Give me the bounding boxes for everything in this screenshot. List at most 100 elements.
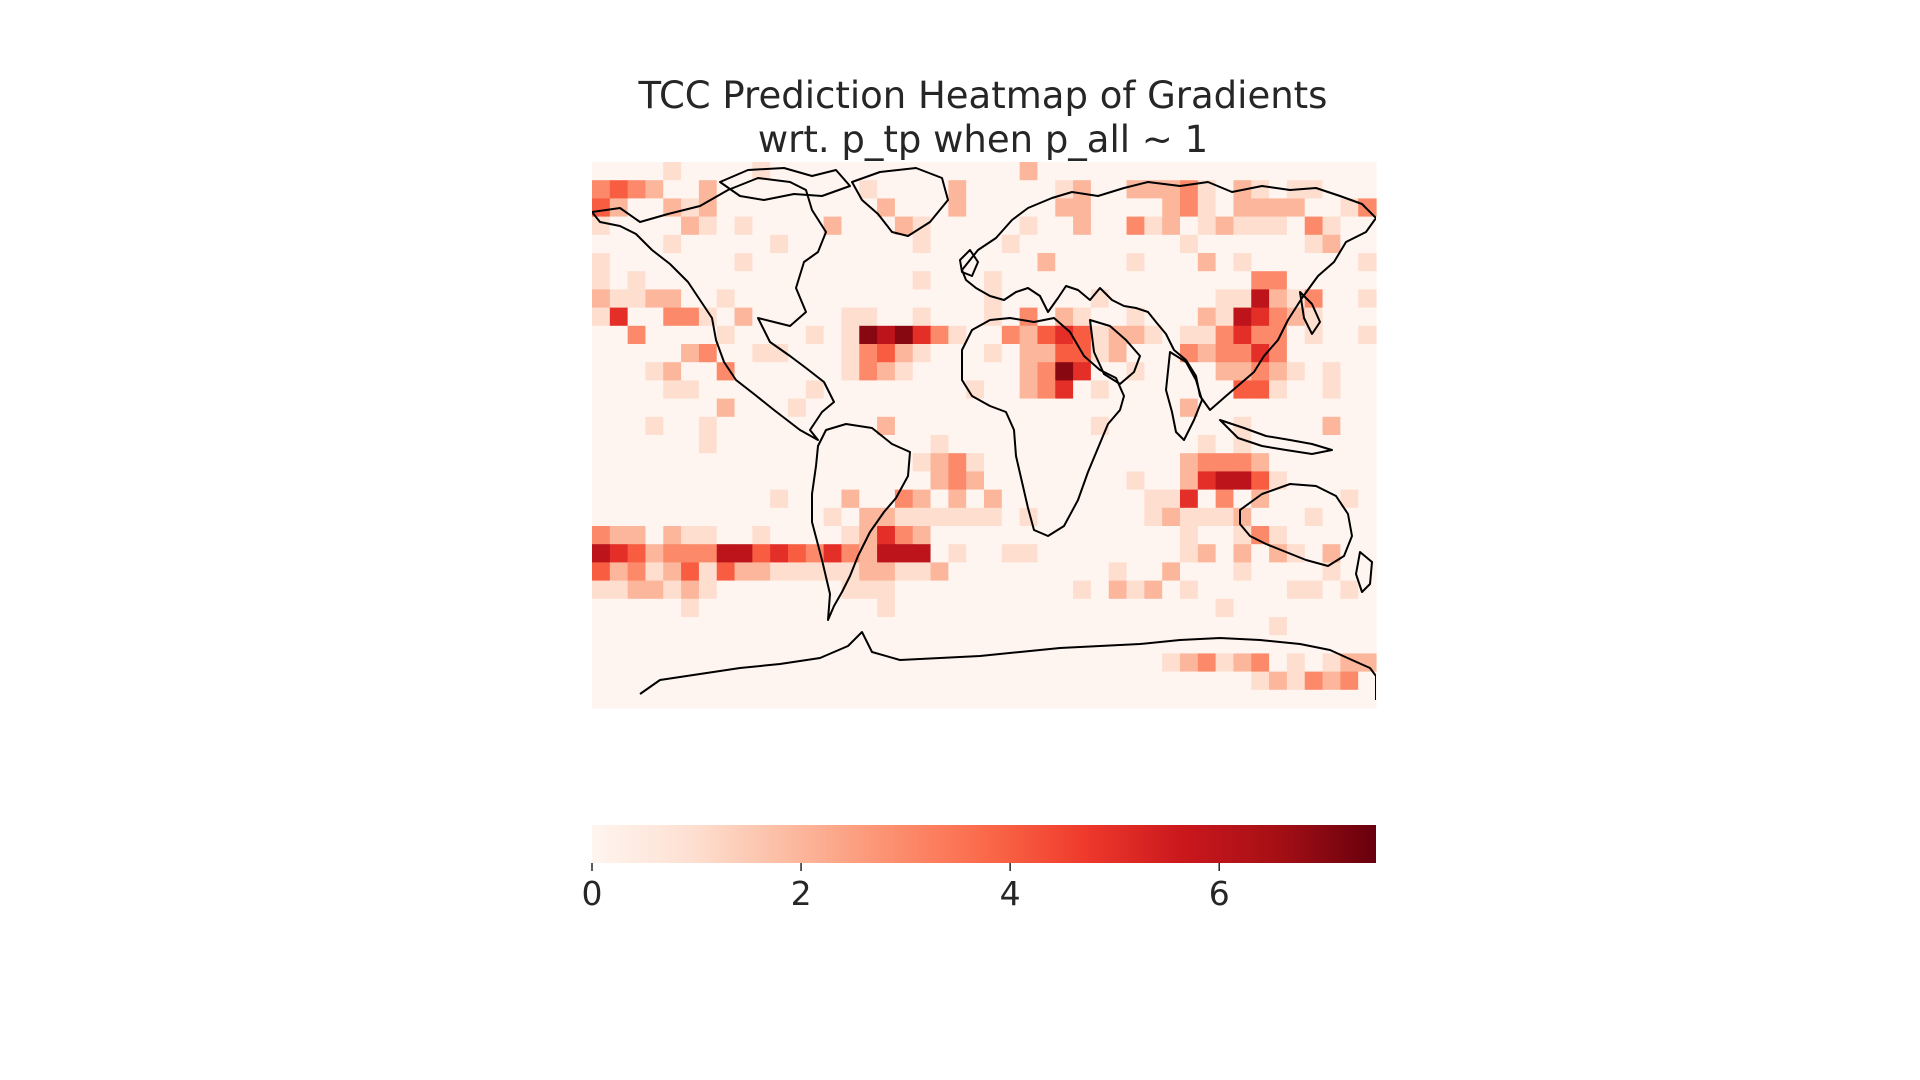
heatmap-cell — [1180, 507, 1199, 527]
heatmap-cell — [1233, 162, 1252, 181]
heatmap-cell — [1144, 362, 1163, 381]
heatmap-cell — [966, 598, 985, 618]
heatmap-cell — [627, 526, 647, 545]
heatmap-cell — [984, 671, 1003, 691]
heatmap-cell — [841, 580, 860, 600]
heatmap-cell — [716, 635, 736, 654]
heatmap-cell — [1215, 162, 1235, 181]
heatmap-cell — [681, 635, 700, 654]
heatmap-cell — [984, 344, 1003, 363]
heatmap-cell — [1358, 653, 1377, 673]
heatmap-cell — [1251, 362, 1270, 381]
heatmap-cell — [645, 180, 664, 199]
heatmap-cell — [805, 489, 825, 509]
heatmap-cell — [609, 180, 629, 199]
heatmap-cell — [627, 162, 647, 181]
colorbar-tick-label: 2 — [791, 874, 812, 913]
heatmap-cell — [1197, 307, 1217, 327]
heatmap-cell — [609, 344, 629, 363]
heatmap-cell — [966, 653, 985, 673]
heatmap-cell — [1197, 253, 1217, 272]
heatmap-cell — [609, 580, 629, 600]
heatmap-cell — [1001, 617, 1021, 636]
heatmap-cell — [1304, 253, 1324, 272]
heatmap-cell — [1340, 617, 1359, 636]
heatmap-cell — [1108, 435, 1128, 454]
heatmap-cell — [1126, 507, 1145, 527]
heatmap-cell — [877, 507, 896, 527]
heatmap-cell — [1251, 416, 1270, 436]
heatmap-cell — [1286, 653, 1306, 673]
coast-north-america — [592, 177, 835, 441]
heatmap-cell — [841, 435, 860, 454]
heatmap-cell — [877, 416, 896, 436]
heatmap-cell — [663, 162, 682, 181]
heatmap-cell — [1037, 344, 1056, 363]
heatmap-cell — [894, 562, 914, 582]
heatmap-cell — [1126, 344, 1145, 363]
heatmap-cell — [1197, 617, 1217, 636]
heatmap-cell — [645, 635, 664, 654]
heatmap-cell — [1286, 216, 1306, 236]
heatmap-cell — [966, 471, 985, 491]
heatmap-cell — [966, 453, 985, 472]
heatmap-cell — [1001, 416, 1021, 436]
heatmap-cell — [1358, 435, 1377, 454]
heatmap-cell — [1286, 671, 1306, 691]
heatmap-cell — [859, 580, 878, 600]
heatmap-cell — [877, 689, 896, 709]
heatmap-cell — [823, 489, 843, 509]
heatmap-cell — [734, 344, 753, 363]
heatmap-cell — [627, 289, 647, 309]
heatmap-cell — [894, 234, 914, 254]
heatmap-cell — [1126, 253, 1145, 272]
heatmap-cell — [1090, 562, 1110, 582]
heatmap-cell — [930, 507, 949, 527]
heatmap-cell — [805, 307, 825, 327]
heatmap-cell — [1269, 216, 1288, 236]
heatmap-cell — [716, 453, 736, 472]
heatmap-cell — [1001, 307, 1021, 327]
heatmap-cell — [930, 671, 949, 691]
heatmap-cell — [1001, 562, 1021, 582]
heatmap-cell — [663, 253, 682, 272]
heatmap-cell — [1340, 689, 1359, 709]
heatmap-cell — [609, 635, 629, 654]
heatmap-cell — [966, 507, 985, 527]
heatmap-cell — [1322, 653, 1341, 673]
heatmap-cell — [1286, 307, 1306, 327]
heatmap-cell — [841, 180, 860, 199]
heatmap-cell — [1108, 562, 1128, 582]
heatmap-cell — [966, 435, 985, 454]
heatmap-cell — [609, 453, 629, 472]
heatmap-cell — [1304, 216, 1324, 236]
heatmap-cell — [716, 234, 736, 254]
heatmap-cell — [1197, 380, 1217, 400]
heatmap-cell — [1019, 544, 1039, 563]
coast-japan — [1299, 291, 1321, 335]
heatmap-cell — [1144, 344, 1163, 363]
heatmap-cell — [877, 253, 896, 272]
heatmap-cell — [1215, 453, 1235, 472]
heatmap-cell — [1037, 380, 1056, 400]
heatmap-cell — [663, 689, 682, 709]
heatmap-cell — [770, 526, 789, 545]
heatmap-cell — [894, 689, 914, 709]
heatmap-cell — [1340, 162, 1359, 181]
heatmap-cell — [1001, 325, 1021, 345]
heatmap-cell — [770, 562, 789, 582]
heatmap-cell — [1269, 398, 1288, 418]
heatmap-cell — [1108, 344, 1128, 363]
heatmap-cell — [1090, 544, 1110, 563]
heatmap-cell — [948, 271, 967, 290]
heatmap-cell — [1108, 489, 1128, 509]
heatmap-cell — [681, 216, 700, 236]
heatmap-cell — [1090, 271, 1110, 290]
heatmap-cell — [859, 253, 878, 272]
heatmap-cell — [645, 617, 664, 636]
heatmap-cell — [1001, 289, 1021, 309]
heatmap-cell — [1108, 216, 1128, 236]
heatmap-cell — [1090, 489, 1110, 509]
heatmap-cell — [1358, 198, 1377, 218]
